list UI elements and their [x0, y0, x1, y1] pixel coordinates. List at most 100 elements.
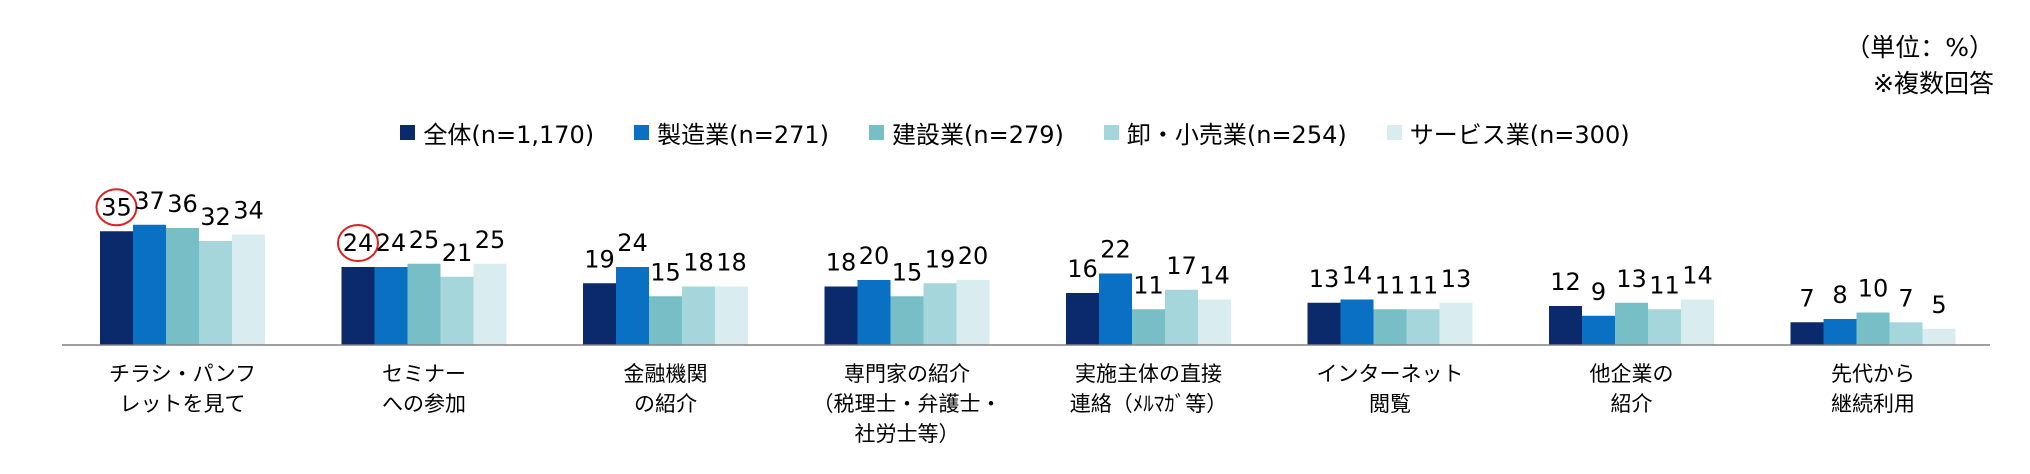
- data-label: 18: [826, 249, 857, 277]
- data-label: 24: [617, 229, 648, 257]
- legend-swatch: [869, 125, 885, 140]
- bar: [407, 263, 441, 345]
- bar: [1823, 319, 1857, 345]
- legend: 全体(n=1,170) 製造業(n=271) 建設業(n=279) 卸・小売業(n=2…: [0, 115, 2030, 150]
- data-label: 36: [167, 190, 198, 218]
- data-label: 9: [1591, 278, 1606, 306]
- bar: [341, 267, 375, 345]
- data-label: 11: [1133, 271, 1164, 299]
- bar: [1406, 309, 1440, 345]
- data-label: 13: [1441, 265, 1472, 293]
- multiple-answer-note: ※複数回答: [1873, 69, 1994, 98]
- legend-label: サービス業(n=300): [1409, 121, 1630, 149]
- data-label: 7: [1898, 284, 1913, 312]
- data-label: 13: [1309, 265, 1340, 293]
- bar: [649, 296, 682, 345]
- data-label: 22: [1100, 236, 1131, 264]
- data-label: 24: [343, 229, 374, 257]
- bar: [1582, 315, 1615, 345]
- data-label: 15: [650, 258, 681, 286]
- bar: [100, 231, 133, 345]
- legend-item: 建設業(n=279): [869, 115, 1064, 150]
- highlight-circle: [95, 188, 138, 227]
- bar: [1066, 293, 1099, 345]
- bar: [616, 267, 649, 345]
- bar: [232, 234, 265, 345]
- bar: [824, 286, 858, 345]
- bar: [1165, 289, 1198, 345]
- data-label: 7: [1799, 284, 1814, 312]
- legend-swatch: [400, 125, 416, 140]
- data-label: 10: [1858, 275, 1889, 303]
- data-label: 18: [716, 249, 747, 277]
- data-label: 25: [475, 226, 506, 254]
- bar: [1922, 328, 1956, 345]
- data-label: 25: [409, 226, 440, 254]
- bar: [1439, 302, 1473, 345]
- category-label: セミナーへの参加: [382, 362, 466, 416]
- data-label: 14: [1199, 262, 1230, 290]
- bar: [1099, 273, 1132, 345]
- unit-note: （単位：%）: [1845, 33, 1994, 62]
- data-label: 11: [1649, 271, 1680, 299]
- legend-swatch: [1103, 125, 1119, 140]
- legend-item: 卸・小売業(n=254): [1103, 115, 1347, 150]
- bar: [1615, 302, 1648, 345]
- legend-label: 建設業(n=279): [892, 121, 1064, 149]
- data-label: 12: [1550, 268, 1581, 296]
- bar: [1198, 299, 1231, 345]
- bar: [857, 280, 891, 345]
- bar: [1681, 299, 1714, 345]
- bar: [715, 286, 748, 345]
- data-label: 16: [1067, 255, 1098, 283]
- data-label: 34: [233, 197, 264, 225]
- data-label: 19: [925, 245, 956, 273]
- category-label: チラシ・パンフレットを見て: [109, 362, 256, 416]
- data-label: 19: [584, 245, 615, 273]
- category-label: 実施主体の直接連絡（ﾒﾙﾏｶﾞ等）: [1070, 362, 1228, 416]
- bar: [1340, 299, 1374, 345]
- bar: [199, 241, 232, 345]
- data-label: 20: [958, 242, 989, 270]
- bar: [1132, 309, 1165, 345]
- data-label: 8: [1832, 281, 1847, 309]
- bar: [583, 283, 616, 345]
- category-label: 金融機関の紹介: [624, 362, 708, 416]
- bar: [473, 263, 507, 345]
- data-label: 15: [892, 258, 923, 286]
- bar: [1648, 309, 1681, 345]
- category-label: 専門家の紹介（税理士・弁護士・社労士等）: [813, 362, 1002, 446]
- bar: [890, 296, 924, 345]
- category-label: 先代から継続利用: [1831, 362, 1915, 416]
- bar: [682, 286, 715, 345]
- legend-swatch: [634, 125, 650, 140]
- legend-item: サービス業(n=300): [1386, 115, 1630, 150]
- highlight-circle: [337, 224, 379, 262]
- bar: [1549, 306, 1582, 345]
- legend-label: 全体(n=1,170): [423, 121, 595, 149]
- legend-label: 製造業(n=271): [657, 121, 830, 149]
- data-label: 18: [683, 249, 714, 277]
- data-label: 32: [200, 203, 231, 231]
- bar: [923, 283, 957, 345]
- data-label: 21: [442, 239, 473, 267]
- category-label: インターネット閲覧: [1317, 362, 1464, 416]
- data-label: 37: [134, 187, 165, 215]
- bar: [440, 276, 474, 345]
- data-label: 11: [1408, 271, 1439, 299]
- data-label: 24: [376, 229, 407, 257]
- legend-swatch: [1386, 125, 1402, 140]
- data-label: 35: [101, 193, 132, 221]
- bar: [1307, 302, 1341, 345]
- bar: [133, 224, 166, 345]
- data-label: 11: [1375, 271, 1406, 299]
- bar: [1373, 309, 1407, 345]
- legend-label: 卸・小売業(n=254): [1126, 121, 1347, 149]
- bar: [1889, 322, 1923, 345]
- data-label: 13: [1616, 265, 1647, 293]
- bar: [1790, 322, 1824, 345]
- bar: [956, 280, 990, 345]
- category-label: 他企業の紹介: [1590, 362, 1674, 416]
- data-label: 17: [1166, 252, 1197, 280]
